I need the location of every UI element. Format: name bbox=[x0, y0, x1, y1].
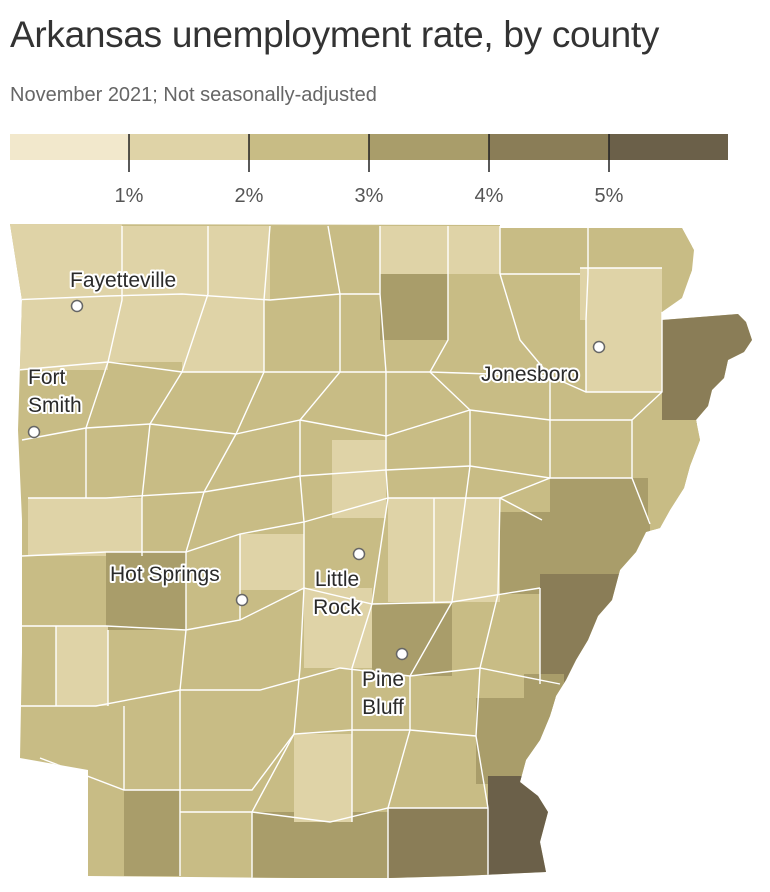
city-markers bbox=[27, 299, 606, 661]
county-region bbox=[662, 312, 752, 424]
city-labels: Fayetteville Fort Smith Jonesboro Hot Sp… bbox=[26, 267, 581, 721]
city-label-fayetteville: Fayetteville bbox=[70, 269, 176, 292]
city-marker-little-rock bbox=[352, 547, 366, 561]
legend-tick-label-2: 2% bbox=[235, 185, 264, 207]
legend-bin-3 bbox=[249, 134, 369, 160]
city-marker-jonesboro bbox=[592, 340, 606, 354]
legend-tick-label-3: 3% bbox=[355, 185, 384, 207]
legend-bin-5 bbox=[489, 134, 609, 160]
city-label-little-rock-line-2: Rock bbox=[313, 596, 361, 619]
city-label-little-rock-line-1: Little bbox=[315, 568, 359, 591]
city-label-pine-bluff-line-1: Pine bbox=[362, 668, 404, 691]
county-region bbox=[88, 790, 124, 876]
county-region bbox=[56, 626, 108, 706]
page-subtitle: November 2021; Not seasonally-adjusted bbox=[10, 84, 377, 106]
legend-tick-label-5: 5% bbox=[595, 185, 624, 207]
county-region bbox=[588, 226, 692, 274]
county-region bbox=[240, 534, 304, 590]
legend-bin-6 bbox=[609, 134, 728, 160]
legend-bin-2 bbox=[129, 134, 249, 160]
county-region bbox=[124, 790, 180, 876]
page-title: Arkansas unemployment rate, by county bbox=[10, 14, 660, 55]
county-region bbox=[372, 604, 452, 676]
county-region bbox=[380, 226, 500, 274]
city-marker-pine-bluff bbox=[395, 647, 409, 661]
county-region bbox=[10, 300, 108, 370]
county-fills bbox=[10, 224, 752, 878]
county-region bbox=[328, 226, 380, 294]
color-legend: 1% 2% 3% 4% 5% bbox=[10, 134, 728, 207]
county-region bbox=[252, 812, 388, 878]
county-region bbox=[488, 776, 552, 878]
county-borders bbox=[10, 225, 663, 878]
county-region bbox=[388, 498, 500, 602]
city-marker-hot-springs bbox=[235, 593, 249, 607]
county-region bbox=[208, 226, 270, 300]
county-region bbox=[332, 440, 386, 518]
county-region bbox=[106, 552, 186, 630]
county-region bbox=[28, 498, 142, 556]
county-region bbox=[388, 808, 488, 878]
county-region bbox=[294, 734, 352, 822]
county-region bbox=[108, 292, 182, 362]
county-region bbox=[10, 224, 122, 300]
city-label-fort-smith-line-1: Fort bbox=[28, 366, 66, 389]
legend-bin-4 bbox=[369, 134, 489, 160]
county-region bbox=[122, 226, 208, 300]
city-label-fort-smith-line-2: Smith bbox=[28, 394, 82, 417]
county-region bbox=[540, 574, 640, 684]
county-region bbox=[380, 274, 448, 340]
county-region bbox=[476, 698, 560, 784]
city-marker-fayetteville bbox=[70, 299, 84, 313]
legend-bin-1 bbox=[10, 134, 129, 160]
county-region bbox=[542, 520, 650, 574]
legend-tick-label-4: 4% bbox=[475, 185, 504, 207]
city-marker-fort-smith bbox=[27, 425, 41, 439]
city-label-jonesboro: Jonesboro bbox=[481, 363, 579, 386]
county-region bbox=[580, 268, 662, 320]
city-label-hot-springs: Hot Springs bbox=[110, 563, 220, 586]
county-region bbox=[500, 226, 588, 274]
county-region bbox=[586, 320, 664, 392]
county-region bbox=[550, 478, 648, 524]
legend-tick-label-1: 1% bbox=[115, 185, 144, 207]
city-label-pine-bluff-line-2: Bluff bbox=[362, 696, 404, 719]
